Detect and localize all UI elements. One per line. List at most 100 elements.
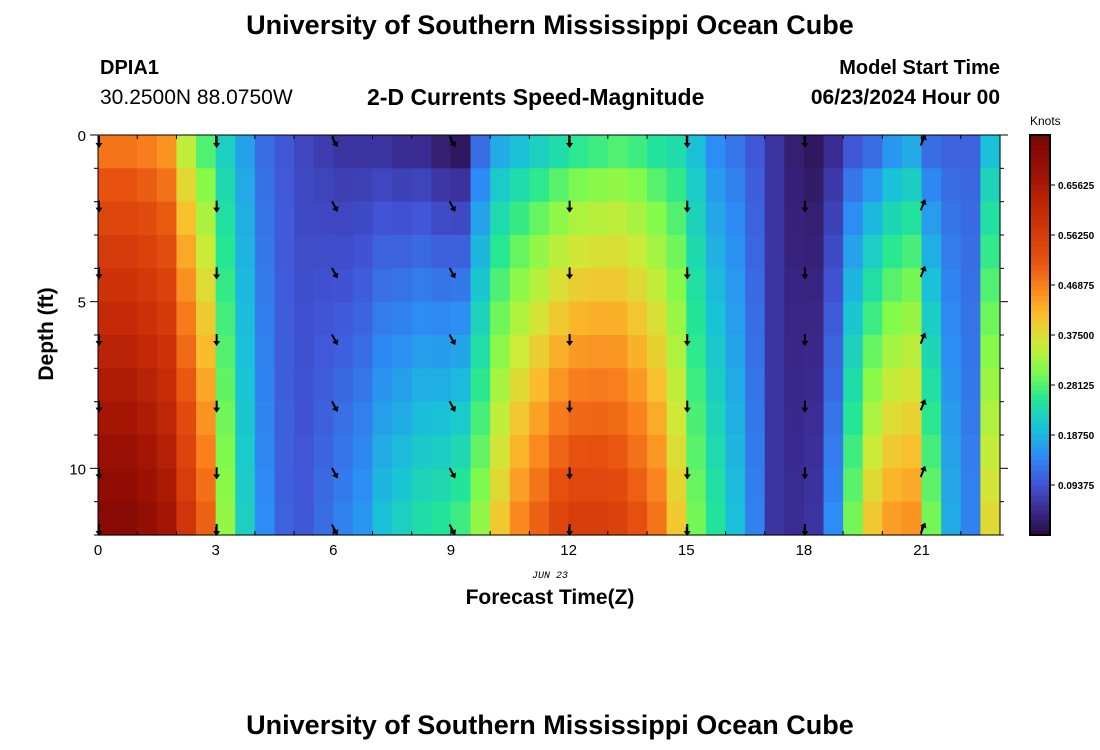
heatmap-cell	[862, 335, 883, 369]
heatmap-cell	[588, 368, 609, 403]
heatmap-cell	[294, 268, 315, 303]
current-arrow	[683, 400, 691, 413]
heatmap-cell	[745, 268, 766, 303]
heatmap-cell	[941, 501, 962, 536]
heatmap-cell	[98, 235, 119, 269]
heatmap-cell	[117, 401, 138, 436]
colorbar-swatch	[1030, 505, 1050, 511]
current-arrow	[95, 524, 103, 536]
heatmap-cell	[549, 268, 570, 303]
heatmap-cell	[568, 501, 589, 536]
heatmap-cell	[647, 468, 668, 503]
heatmap-cell	[98, 501, 119, 536]
heatmap-cell	[490, 368, 511, 403]
heatmap-cell	[372, 368, 393, 403]
heatmap-cell	[372, 168, 393, 203]
colorbar-swatch	[1030, 160, 1050, 166]
heatmap-cell	[941, 268, 962, 303]
heatmap-cell	[235, 268, 256, 303]
heatmap-cell	[705, 135, 727, 169]
colorbar-tick-label: 0.65625	[1058, 181, 1095, 192]
heatmap-cell	[980, 235, 1001, 269]
heatmap-cell	[176, 368, 197, 403]
heatmap-cell	[901, 268, 923, 303]
heatmap-cell	[392, 168, 413, 203]
heatmap-cell	[215, 268, 236, 303]
heatmap-cell	[294, 468, 315, 503]
y-tick-label: 5	[78, 295, 86, 312]
heatmap-cell	[274, 235, 295, 269]
heatmap-cell	[529, 335, 550, 369]
heatmap-cell	[137, 268, 158, 303]
heatmap-cell	[431, 168, 452, 203]
colorbar-swatch	[1030, 175, 1050, 181]
current-arrow	[331, 334, 339, 346]
heatmap-cell	[450, 301, 472, 336]
colorbar-swatch	[1030, 365, 1050, 371]
chart-title: 2-D Currents Speed-Magnitude	[367, 84, 705, 110]
heatmap-cell	[215, 301, 236, 336]
heatmap-cell	[823, 401, 844, 436]
heatmap-cell	[901, 135, 923, 169]
colorbar-swatch	[1030, 265, 1050, 271]
current-arrow	[448, 524, 456, 536]
heatmap-cell	[784, 501, 805, 536]
heatmap-cell	[509, 201, 530, 236]
current-arrow	[801, 334, 809, 346]
heatmap-cell	[235, 201, 256, 236]
heatmap-cell	[215, 201, 236, 236]
heatmap-cell	[137, 501, 158, 536]
heatmap-cell	[607, 301, 629, 336]
heatmap-cell	[176, 435, 197, 469]
heatmap-cell	[784, 135, 805, 169]
heatmap-cell	[647, 301, 668, 336]
current-arrow	[683, 524, 691, 536]
colorbar-swatch	[1030, 300, 1050, 306]
heatmap-cell	[333, 235, 354, 269]
heatmap-cell	[509, 501, 530, 536]
heatmap-cell	[254, 268, 276, 303]
heatmap-cell	[686, 335, 707, 369]
heatmap-cell	[686, 368, 707, 403]
heatmap-cell	[941, 135, 962, 169]
heatmap-cell	[901, 435, 923, 469]
heatmap-cell	[921, 168, 942, 203]
heatmap-cell	[784, 235, 805, 269]
colorbar-swatch	[1030, 335, 1050, 341]
heatmap-cell	[686, 401, 707, 436]
heatmap-cell	[666, 135, 687, 169]
heatmap-cell	[176, 335, 197, 369]
colorbar-swatch	[1030, 460, 1050, 466]
heatmap-cell	[588, 501, 609, 536]
colorbar-swatch	[1030, 185, 1050, 191]
current-arrow	[331, 524, 339, 536]
heatmap-cell	[647, 435, 668, 469]
heatmap-cell	[470, 335, 491, 369]
heatmap-cell	[98, 168, 119, 203]
x-tick-label: 21	[913, 542, 930, 559]
current-arrow	[801, 524, 809, 536]
heatmap-cell	[803, 235, 825, 269]
heatmap-cell	[431, 435, 452, 469]
heatmap-cell	[764, 135, 785, 169]
heatmap-cell	[803, 268, 825, 303]
heatmap-cell	[549, 201, 570, 236]
heatmap-cell	[784, 468, 805, 503]
heatmap-cell	[470, 201, 491, 236]
colorbar-swatch	[1030, 275, 1050, 281]
current-arrow	[213, 524, 221, 536]
heatmap-cell	[705, 401, 727, 436]
heatmap-cell	[470, 401, 491, 436]
heatmap-cell	[274, 168, 295, 203]
current-arrow	[448, 200, 456, 212]
heatmap-cell	[372, 135, 393, 169]
heatmap-cell	[352, 468, 374, 503]
x-tick-label: 6	[329, 542, 337, 559]
heatmap-cell	[549, 468, 570, 503]
heatmap-cell	[117, 168, 138, 203]
heatmap-cell	[705, 268, 727, 303]
heatmap-cell	[392, 135, 413, 169]
heatmap-cell	[784, 335, 805, 369]
colorbar-swatch	[1030, 280, 1050, 286]
heatmap-cell	[686, 468, 707, 503]
